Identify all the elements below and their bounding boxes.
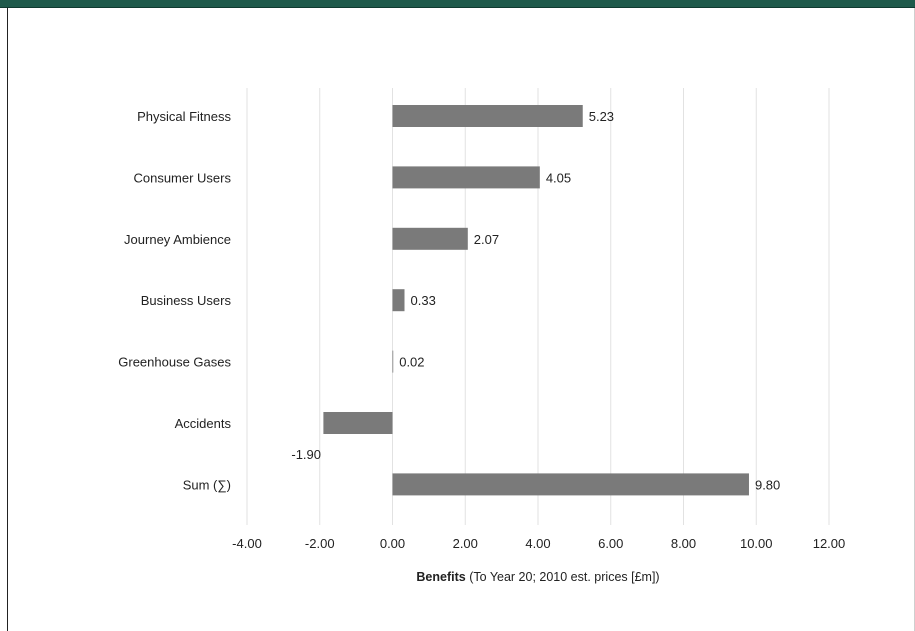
- x-tick-label: 8.00: [671, 536, 696, 551]
- bar: [392, 166, 540, 189]
- x-tick-label: 12.00: [813, 536, 846, 551]
- data-label: 2.07: [474, 232, 499, 247]
- x-tick-label: 6.00: [598, 536, 623, 551]
- category-label: Accidents: [175, 416, 232, 431]
- data-labels: 5.23 4.05 2.07 0.33 0.02 -1.90 9.80: [291, 109, 780, 492]
- data-label: 0.02: [399, 355, 424, 370]
- x-axis-tick-labels: -4.00 -2.00 0.00 2.00 4.00 6.00 8.00 10.00 12.00: [232, 536, 845, 551]
- x-axis-title: Benefits (To Year 20; 2010 est. prices […: [416, 570, 659, 584]
- x-tick-label: 10.00: [740, 536, 773, 551]
- gridlines: [246, 88, 830, 525]
- data-label: 9.80: [755, 477, 780, 492]
- x-tick-label: 2.00: [453, 536, 478, 551]
- x-axis-title-rest: (To Year 20; 2010 est. prices [£m]): [466, 570, 660, 584]
- bar: [392, 350, 394, 373]
- bar: [392, 473, 749, 496]
- category-label: Consumer Users: [133, 170, 231, 185]
- x-axis-title-bold: Benefits: [416, 570, 465, 584]
- bars: [323, 105, 749, 496]
- category-labels: Physical Fitness Consumer Users Journey Am…: [118, 109, 231, 492]
- data-label: -1.90: [291, 447, 321, 462]
- x-tick-label: 0.00: [380, 536, 405, 551]
- data-label: 0.33: [411, 293, 436, 308]
- category-label: Journey Ambience: [124, 232, 231, 247]
- bar: [392, 105, 583, 127]
- bar: [392, 227, 468, 250]
- data-label: 4.05: [546, 170, 571, 185]
- data-label: 5.23: [589, 109, 614, 124]
- category-label: Greenhouse Gases: [118, 355, 231, 370]
- bar: [323, 412, 393, 434]
- x-tick-label: 4.00: [525, 536, 550, 551]
- left-frame-rule: [7, 8, 8, 631]
- x-tick-label: -4.00: [232, 536, 262, 551]
- category-label: Physical Fitness: [137, 109, 231, 124]
- bar: [392, 289, 405, 312]
- x-tick-label: -2.00: [305, 536, 335, 551]
- header-band: [0, 0, 915, 8]
- category-label: Sum (∑): [183, 477, 231, 492]
- category-label: Business Users: [141, 293, 232, 308]
